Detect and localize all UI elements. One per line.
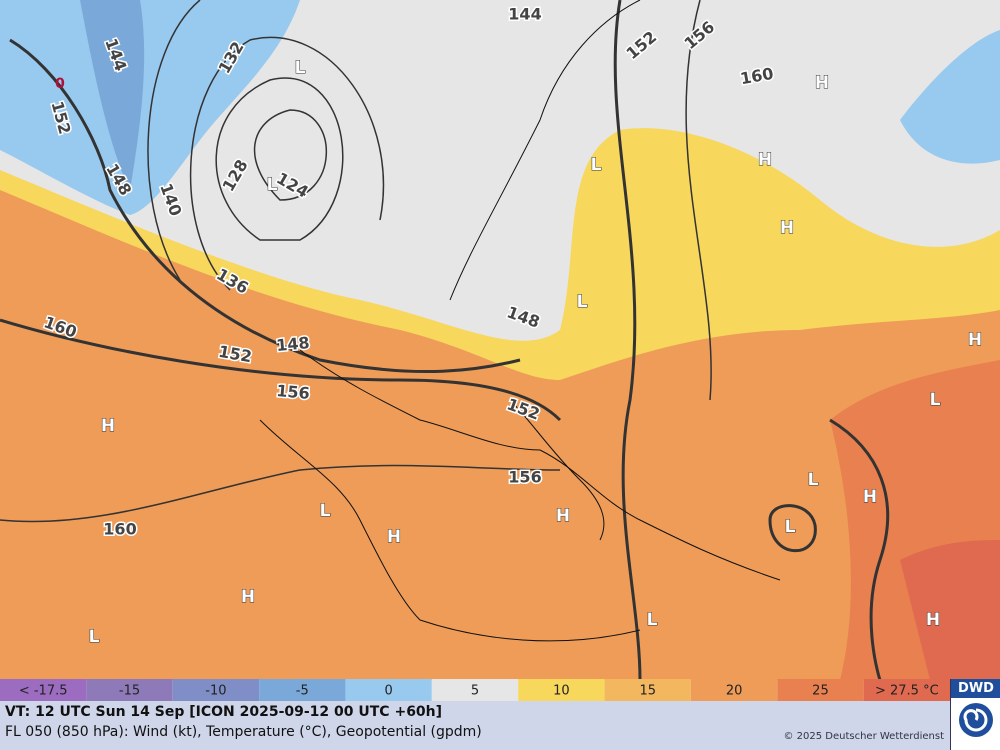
legend-label: 20 — [726, 684, 743, 699]
contour-label: 156 — [276, 381, 311, 403]
pressure-center: L — [930, 390, 941, 410]
legend-label: -10 — [205, 684, 226, 699]
contours — [0, 0, 890, 680]
pressure-center: H — [101, 416, 115, 436]
legend-swatch — [0, 679, 87, 701]
valid-time: VT: 12 UTC Sun 14 Sep [ICON 2025-09-12 0… — [5, 704, 443, 720]
legend-label: -5 — [296, 684, 309, 699]
pressure-center: L — [785, 517, 796, 537]
cold-area-east — [900, 30, 1000, 164]
legend-swatch — [431, 679, 519, 701]
pressure-center: H — [758, 150, 772, 170]
contour-label: 160 — [739, 64, 775, 89]
legend-swatch — [259, 679, 346, 701]
legend-swatch — [345, 679, 432, 701]
pressure-center: H — [968, 330, 982, 350]
pressure-center: H — [815, 73, 829, 93]
pressure-center: L — [591, 155, 602, 175]
pressure-center: L — [267, 175, 278, 195]
legend-label: 10 — [553, 684, 570, 699]
contour-label: 148 — [275, 333, 310, 355]
pressure-center: H — [387, 527, 401, 547]
pressure-center: L — [320, 501, 331, 521]
cold-area — [0, 0, 300, 215]
legend-label: < -17.5 — [19, 684, 68, 699]
colder-area — [80, 0, 145, 190]
cool-area — [0, 0, 1000, 341]
legend: < -17.5 -15 -10 -5 0 5 10 15 20 25 > 27.5 °C — [0, 679, 950, 701]
contour-label: 160 — [103, 520, 136, 539]
pressure-center: L — [89, 627, 100, 647]
legend-label: 25 — [812, 684, 829, 699]
contour-label: 156 — [508, 468, 541, 487]
logo-box: DWD — [950, 679, 1000, 750]
legend-swatch — [86, 679, 173, 701]
legend-label: -15 — [119, 684, 140, 699]
legend-swatch — [863, 679, 950, 701]
logo-text: DWD — [951, 679, 1000, 698]
pressure-center: H — [926, 610, 940, 630]
legend-label: 15 — [639, 684, 656, 699]
contour-label: 144 — [508, 5, 541, 24]
pressure-center: H — [556, 506, 570, 526]
logo-swirl — [959, 703, 993, 737]
pressure-center: H — [780, 218, 794, 238]
legend-swatch — [604, 679, 691, 701]
coastlines — [259, 0, 781, 642]
legend-swatch — [518, 679, 605, 701]
legend-swatch — [172, 679, 260, 701]
pressure-center: L — [647, 610, 658, 630]
pressure-center: H — [863, 487, 877, 507]
footer: VT: 12 UTC Sun 14 Sep [ICON 2025-09-12 0… — [0, 701, 950, 750]
pressure-center: H — [241, 587, 255, 607]
hottest-area — [900, 540, 1000, 680]
legend-swatch — [690, 679, 778, 701]
legend-label: 5 — [471, 684, 479, 699]
legend-label: > 27.5 °C — [875, 684, 939, 699]
pressure-center: L — [577, 292, 588, 312]
legend-swatch — [777, 679, 864, 701]
pressure-center: L — [808, 470, 819, 490]
parameters: FL 050 (850 hPa): Wind (kt), Temperature… — [5, 724, 482, 740]
pressure-center: L — [295, 58, 306, 78]
copyright: © 2025 Deutscher Wetterdienst — [783, 731, 944, 742]
freezing-label: 0 — [55, 76, 65, 92]
legend-label: 0 — [384, 684, 392, 699]
